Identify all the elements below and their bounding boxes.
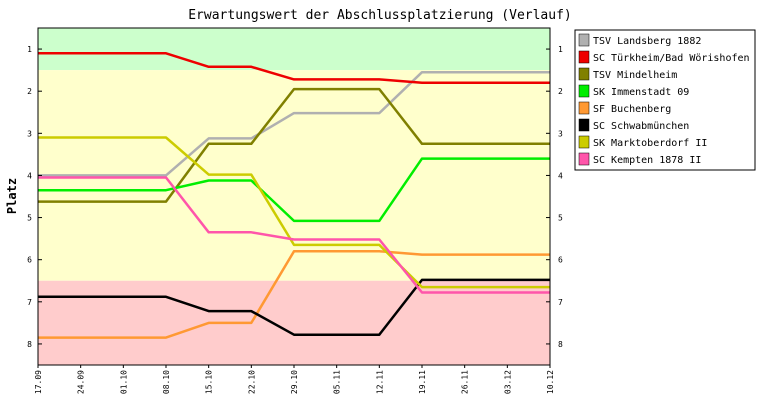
y-axis-label: Platz xyxy=(5,178,19,214)
legend-swatch-5 xyxy=(578,101,590,115)
legend-label-6: SC Schwabmünchen xyxy=(593,121,689,132)
y-tick-label-left-4: 4 xyxy=(27,171,32,180)
series-line-6 xyxy=(38,278,550,336)
y-tick-label-right-6: 6 xyxy=(558,256,563,265)
legend-label-7: SK Marktoberdorf II xyxy=(593,138,707,149)
y-tick-label-left-5: 5 xyxy=(27,214,32,223)
legend-label-3: TSV Mindelheim xyxy=(593,70,677,81)
legend: TSV Landsberg 1882 SC Türkheim/Bad Wörish… xyxy=(574,29,756,171)
legend-swatch-8 xyxy=(578,152,590,166)
y-tick-label-left-6: 6 xyxy=(27,256,32,265)
legend-swatch-6 xyxy=(578,118,590,132)
x-tick-label-10: 19.11 xyxy=(418,370,427,394)
legend-swatch-3 xyxy=(578,67,590,81)
series-lines xyxy=(38,52,550,339)
y-tick-label-right-7: 7 xyxy=(558,298,563,307)
y-tick-label-left-1: 1 xyxy=(27,45,32,54)
x-tick-label-3: 01.10 xyxy=(119,370,128,394)
y-tick-label-left-7: 7 xyxy=(27,298,32,307)
x-tick-label-9: 12.11 xyxy=(375,370,384,394)
y-tick-label-right-3: 3 xyxy=(558,129,563,138)
x-tick-label-12: 03.12 xyxy=(503,370,512,394)
y-tick-label-right-8: 8 xyxy=(558,340,563,349)
chart-title: Erwartungswert der Abschlussplatzierung … xyxy=(188,8,572,23)
band-1 xyxy=(38,28,550,71)
legend-label-4: SK Immenstadt 09 xyxy=(593,87,689,98)
y-tick-label-right-5: 5 xyxy=(558,214,563,223)
x-tick-label-4: 08.10 xyxy=(162,370,171,394)
y-tick-label-left-3: 3 xyxy=(27,129,32,138)
x-tick-label-11: 26.11 xyxy=(461,370,470,394)
y-tick-label-right-2: 2 xyxy=(558,87,563,96)
x-tick-label-13: 10.12 xyxy=(546,370,555,394)
x-tick-label-1: 17.09 xyxy=(34,370,43,394)
legend-label-2: SC Türkheim/Bad Wörishofen xyxy=(593,53,750,64)
x-tick-label-5: 15.10 xyxy=(205,370,214,394)
series-line-7 xyxy=(38,136,550,289)
legend-label-5: SF Buchenberg xyxy=(593,104,671,115)
legend-swatch-7 xyxy=(578,135,590,149)
series-line-3 xyxy=(38,87,550,203)
legend-swatch-4 xyxy=(578,84,590,98)
legend-swatch-1 xyxy=(578,33,590,47)
legend-swatch-2 xyxy=(578,50,590,64)
x-tick-label-2: 24.09 xyxy=(77,370,86,394)
y-tick-label-right-1: 1 xyxy=(558,45,563,54)
series-line-5 xyxy=(38,250,550,339)
y-axis-ticks: 1 1 2 2 3 3 4 4 5 5 6 6 7 7 8 8 xyxy=(27,45,563,349)
series-line-2 xyxy=(38,52,550,85)
band-3 xyxy=(38,280,550,365)
legend-label-1: TSV Landsberg 1882 xyxy=(593,36,701,47)
legend-label-8: SC Kempten 1878 II xyxy=(593,155,701,166)
background-bands xyxy=(38,28,550,365)
x-axis-ticks: 17.09 24.09 01.10 08.10 15.10 22.10 29.10 05.11… xyxy=(34,365,555,394)
y-tick-label-left-2: 2 xyxy=(27,87,32,96)
series-line-4 xyxy=(38,157,550,223)
series-line-8 xyxy=(38,176,550,294)
y-tick-label-right-4: 4 xyxy=(558,171,563,180)
series-line-1 xyxy=(38,70,550,177)
legend-box xyxy=(574,29,756,171)
x-tick-label-7: 29.10 xyxy=(290,370,299,394)
x-tick-label-8: 05.11 xyxy=(333,370,342,394)
y-tick-label-left-8: 8 xyxy=(27,340,32,349)
x-tick-label-6: 22.10 xyxy=(247,370,256,394)
